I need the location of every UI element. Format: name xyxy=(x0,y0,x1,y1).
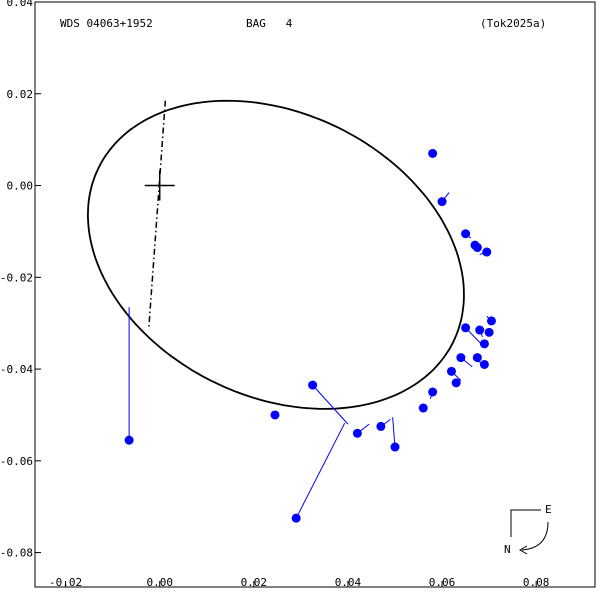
observation-point xyxy=(484,327,494,337)
y-tick-label: 0.02 xyxy=(7,88,34,101)
plot-frame xyxy=(34,1,596,588)
observation-points xyxy=(124,148,496,523)
line-of-nodes xyxy=(148,100,167,327)
reference-label: (Tok2025a) xyxy=(480,17,546,30)
y-tick-label: -0.02 xyxy=(0,271,33,284)
x-tick-label: 0.08 xyxy=(523,576,550,589)
compass-east-label: E xyxy=(545,503,552,516)
residual-line xyxy=(392,417,396,448)
observation-point xyxy=(479,339,489,349)
observation-point xyxy=(124,435,134,445)
orbit-ellipse xyxy=(86,99,465,410)
observation-point xyxy=(390,442,400,452)
x-tick-label: 0.06 xyxy=(429,576,456,589)
compass: E N xyxy=(504,503,552,556)
wds-id-label: WDS 04063+1952 xyxy=(60,17,153,30)
x-tick-label: 0.04 xyxy=(335,576,362,589)
y-tick-label: 0.04 xyxy=(7,0,34,9)
observation-point xyxy=(308,380,318,390)
y-tick-label: 0.00 xyxy=(7,180,34,193)
observation-point xyxy=(451,378,461,388)
x-tick-label: -0.02 xyxy=(49,576,82,589)
observation-point xyxy=(479,359,489,369)
observation-point xyxy=(376,421,386,431)
x-axis: -0.02 0.00 0.02 0.04 0.06 0.08 xyxy=(49,576,549,589)
residual-line xyxy=(312,384,349,425)
y-tick-label: -0.08 xyxy=(0,547,33,560)
observation-point xyxy=(418,403,428,413)
residual-line xyxy=(295,422,346,519)
discoverer-label: BAG 4 xyxy=(246,17,293,30)
observation-point xyxy=(475,325,485,335)
observation-point xyxy=(472,242,482,252)
observation-point xyxy=(437,197,447,207)
observation-point xyxy=(472,353,482,363)
y-axis: 0.04 0.02 0.00 -0.02 -0.04 -0.06 -0.08 xyxy=(0,0,41,560)
observation-point xyxy=(446,366,456,376)
compass-east-arm xyxy=(510,509,541,537)
observation-point xyxy=(461,323,471,333)
compass-north-label: N xyxy=(504,543,511,556)
y-tick-label: -0.04 xyxy=(0,363,33,376)
compass-arc xyxy=(521,521,549,551)
observation-point xyxy=(352,428,362,438)
compass-arrow-head xyxy=(518,545,528,555)
observation-point xyxy=(428,148,438,158)
observation-point xyxy=(270,410,280,420)
residual-lines xyxy=(128,152,492,519)
x-tick-label: 0.02 xyxy=(241,576,268,589)
observation-point xyxy=(482,247,492,257)
primary-star-marker xyxy=(144,170,175,201)
observation-point xyxy=(456,353,466,363)
observation-point xyxy=(428,387,438,397)
x-tick-label: 0.00 xyxy=(146,576,173,589)
observation-point xyxy=(461,229,471,239)
y-tick-label: -0.06 xyxy=(0,455,33,468)
observation-point xyxy=(291,513,301,523)
observation-point xyxy=(486,316,496,326)
